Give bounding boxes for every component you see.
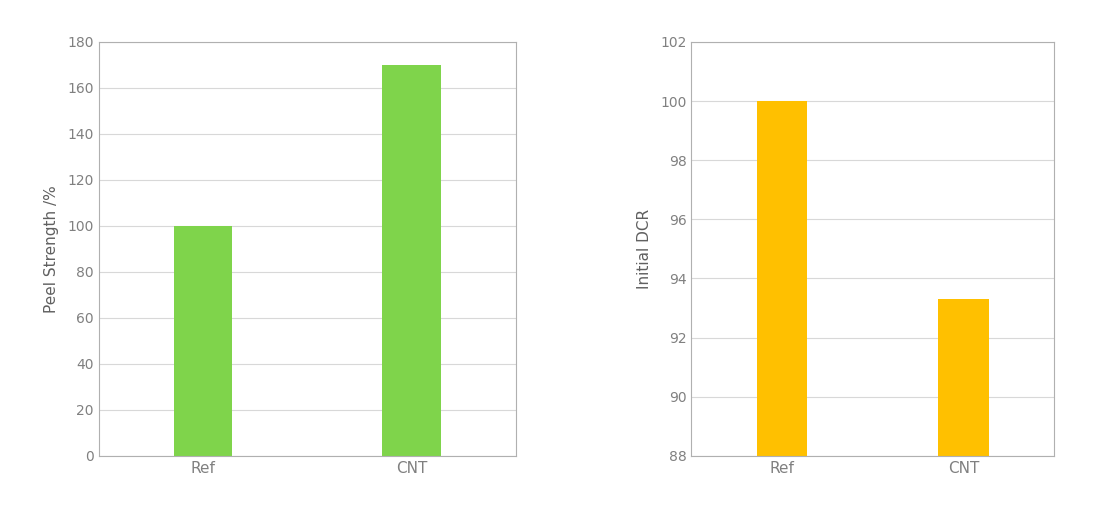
Y-axis label: Peel Strength /%: Peel Strength /% [44, 185, 59, 313]
Bar [382, 65, 440, 456]
Y-axis label: Initial DCR: Initial DCR [637, 209, 652, 289]
Bar [757, 101, 807, 524]
Bar [173, 226, 233, 456]
Bar [938, 299, 989, 524]
